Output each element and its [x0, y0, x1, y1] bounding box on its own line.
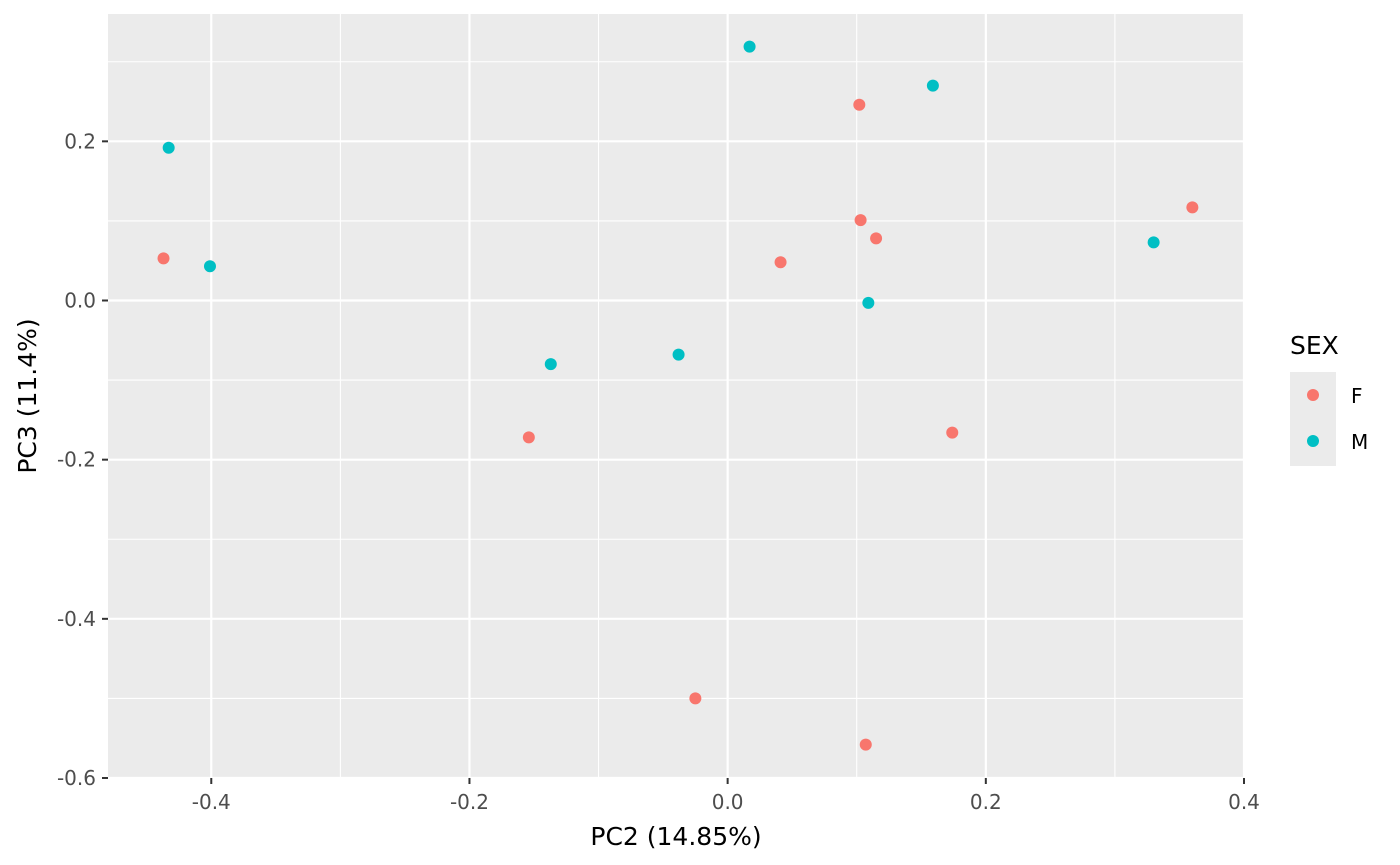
- plot-panel: [108, 14, 1244, 778]
- data-point-f: [854, 214, 867, 227]
- data-point-m: [672, 348, 685, 361]
- legend-key-background: [1290, 372, 1336, 466]
- x-tick-label: -0.4: [192, 790, 231, 814]
- legend-key-f: [1307, 389, 1319, 401]
- major-grid: [108, 14, 1246, 780]
- data-point-f: [774, 256, 787, 269]
- data-point-m: [544, 358, 557, 371]
- data-point-m: [743, 40, 756, 53]
- y-tick-label: -0.6: [57, 766, 96, 790]
- y-tick-label: 0.0: [64, 289, 96, 313]
- data-point-f: [946, 426, 959, 439]
- data-point-f: [853, 98, 866, 111]
- data-point-f: [689, 692, 702, 705]
- data-point-m: [1147, 236, 1160, 249]
- data-point-f: [1186, 201, 1199, 214]
- x-tick-label: 0.2: [970, 790, 1002, 814]
- data-points: [157, 40, 1199, 751]
- x-axis: -0.4 -0.2 0.0 0.2 0.4: [192, 778, 1260, 814]
- data-point-m: [203, 260, 216, 273]
- y-axis-title: PC3 (11.4%): [13, 318, 42, 473]
- x-tick-label: 0.4: [1228, 790, 1260, 814]
- legend-key-m: [1307, 435, 1319, 447]
- data-point-f: [870, 232, 883, 245]
- x-tick-label: 0.0: [712, 790, 744, 814]
- legend-label-m: M: [1351, 430, 1368, 454]
- legend-title: SEX: [1290, 331, 1339, 360]
- y-tick-label: -0.2: [57, 448, 96, 472]
- data-point-f: [522, 431, 535, 444]
- legend: SEX F M: [1290, 331, 1368, 466]
- legend-label-f: F: [1351, 384, 1363, 408]
- data-point-f: [157, 252, 170, 265]
- data-point-m: [862, 296, 875, 309]
- y-tick-label: -0.4: [57, 607, 96, 631]
- data-point-m: [162, 141, 175, 154]
- data-point-m: [926, 79, 939, 92]
- y-axis: -0.6 -0.4 -0.2 0.0 0.2: [57, 129, 108, 790]
- y-tick-label: 0.2: [64, 129, 96, 153]
- x-tick-label: -0.2: [450, 790, 489, 814]
- x-axis-title: PC2 (14.85%): [590, 822, 761, 851]
- data-point-f: [859, 738, 872, 751]
